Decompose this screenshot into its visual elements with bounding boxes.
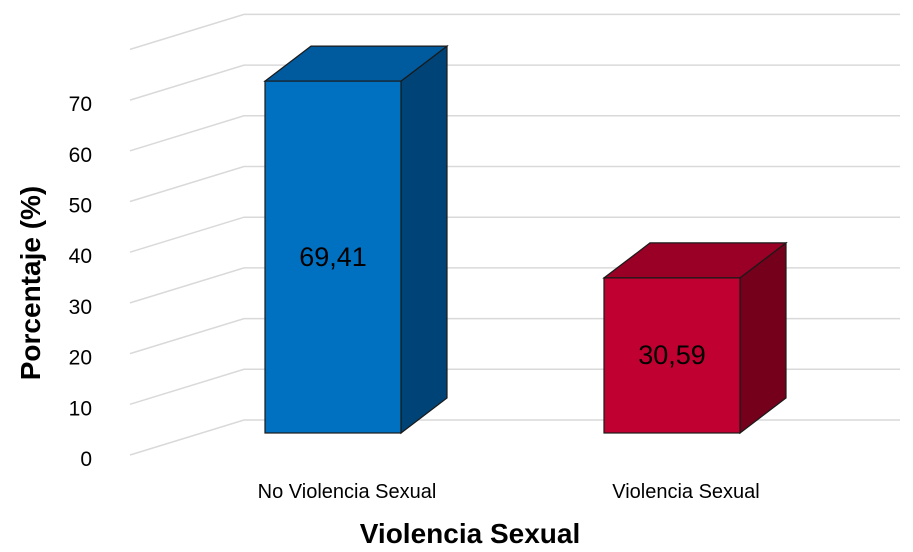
gridline: [129, 165, 900, 203]
bar-2: 30,59: [602, 241, 788, 435]
bar-front: [264, 80, 402, 434]
gridline: [129, 216, 900, 253]
x-axis-title: Violencia Sexual: [360, 518, 581, 549]
gridline: [129, 115, 900, 152]
gridline: [129, 419, 900, 456]
bar-front: [603, 277, 741, 434]
y-tick-label: 60: [69, 144, 92, 167]
gridline: [129, 13, 900, 51]
data-label: 69,41: [299, 242, 367, 272]
y-axis-title: Porcentaje (%): [15, 186, 46, 381]
y-axis-ticks: 0 10 20 30 40 50 60 70: [69, 93, 92, 471]
x-category-label: No Violencia Sexual: [258, 481, 437, 503]
bar-side: [400, 44, 448, 435]
y-tick-label: 0: [80, 448, 92, 471]
bar-1: 69,41: [263, 44, 449, 435]
y-tick-label: 40: [69, 245, 92, 268]
y-tick-label: 10: [69, 397, 92, 420]
y-tick-label: 20: [69, 347, 92, 370]
bars: 69,41 30,59: [263, 44, 788, 435]
gridlines: [129, 13, 900, 456]
y-tick-label: 50: [69, 195, 92, 218]
y-tick-label: 70: [69, 93, 92, 116]
x-axis-categories: No Violencia Sexual Violencia Sexual: [258, 481, 760, 503]
y-tick-label: 30: [69, 296, 92, 319]
data-label: 30,59: [638, 340, 706, 370]
gridline: [129, 64, 900, 101]
x-category-label: Violencia Sexual: [612, 481, 760, 503]
